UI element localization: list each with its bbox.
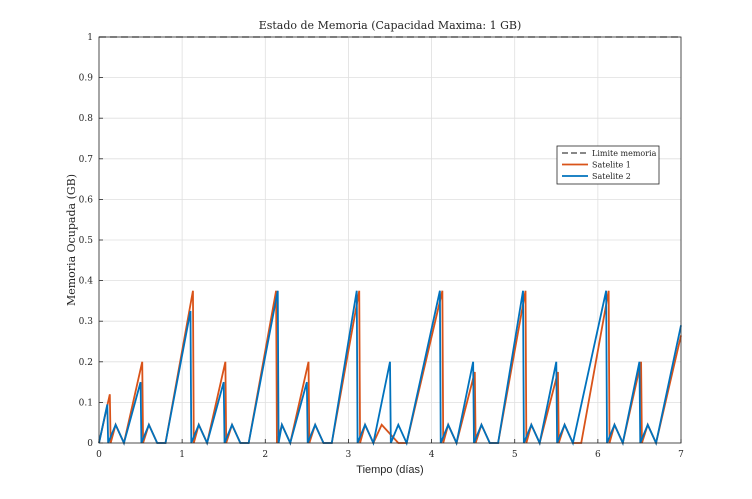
y-tick-label: 0.5	[79, 236, 94, 246]
y-tick-label: 0	[87, 439, 93, 449]
x-axis-label: Tiempo (días)	[356, 464, 423, 476]
x-tick-label: 1	[179, 450, 185, 460]
y-tick-label: 0.9	[79, 74, 94, 84]
y-tick-label: 0.7	[79, 155, 94, 165]
ticks: 0 1 2 3 4 5 6 7 0 0.1 0.2 0.3 0.4 0.5 0.6 0.7 0.8 0.9 1	[79, 33, 684, 460]
y-tick-label: 0.6	[79, 195, 94, 205]
x-tick-label: 2	[262, 450, 268, 460]
chart-title: Estado de Memoria (Capacidad Maxima: 1 G…	[259, 19, 522, 32]
y-tick-label: 0.8	[79, 114, 94, 124]
x-tick-label: 7	[678, 450, 684, 460]
y-tick-label: 0.1	[79, 398, 93, 408]
legend: Limite memoria Satelite 1 Satelite 2	[556, 145, 660, 185]
y-tick-label: 1	[87, 33, 93, 43]
legend-label-2: Satelite 2	[592, 172, 631, 181]
legend-label-1: Satelite 1	[592, 161, 631, 170]
y-tick-label: 0.3	[79, 317, 94, 327]
x-tick-label: 5	[512, 450, 518, 460]
series-line-2	[98, 290, 682, 446]
x-tick-label: 3	[346, 450, 352, 460]
y-tick-label: 0.2	[79, 358, 93, 368]
x-tick-label: 6	[595, 450, 601, 460]
legend-label-0: Limite memoria	[592, 149, 657, 158]
y-tick-label: 0.4	[79, 277, 94, 287]
x-tick-label: 0	[96, 450, 102, 460]
y-axis-label: Memoria Ocupada (GB)	[65, 174, 78, 306]
x-tick-label: 4	[429, 450, 435, 460]
